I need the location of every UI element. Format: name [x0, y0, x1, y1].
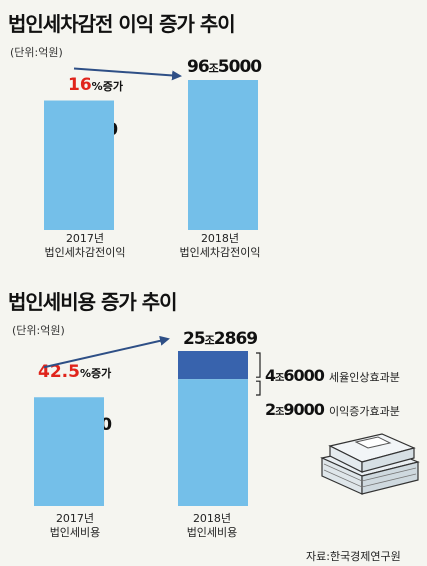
chart1-label-2018-name: 법인세차감전이익 — [179, 246, 261, 259]
chart2-segment-profit-name: 이익증가효과분 — [328, 405, 400, 418]
chart2-segment-profit-rest: 9000 — [283, 400, 325, 419]
chart1-value-2018-num: 96 — [187, 57, 210, 77]
chart2-segment-tax-rate-jo: 조 — [275, 373, 284, 384]
chart2-segment-tax-rate-name: 세율인상효과분 — [328, 371, 400, 384]
chart2-bracket-tax-rate — [256, 352, 261, 378]
source-credit: 자료:한국경제연구원 — [306, 550, 401, 563]
chart2-segment-tax-rate-value: 4조6000 — [265, 366, 325, 385]
chart2-segment-tax-rate-rest: 6000 — [283, 366, 325, 385]
chart1-unit: (단위:억원) — [10, 46, 63, 59]
chart1-increase-pct: 16 — [68, 75, 92, 95]
chart1-increase: 16%증가 — [68, 75, 123, 95]
chart2-segment-tax-rate: 4조6000 세율인상효과분 — [265, 366, 400, 385]
chart2-label-2017: 2017년 법인세비용 — [20, 512, 130, 540]
chart1-label-2017-year: 2017년 — [65, 232, 105, 245]
chart1-label-2017-name: 법인세차감전이익 — [44, 246, 126, 259]
chart2-bracket-profit — [256, 380, 261, 396]
chart1-value-2018: 96조5000 — [187, 57, 262, 77]
money-stack-icon — [320, 433, 420, 495]
chart2-increase-suffix: %증가 — [79, 367, 112, 380]
chart2-label-2018-name: 법인세비용 — [186, 526, 238, 539]
chart2-segment-profit-value: 2조9000 — [265, 400, 325, 419]
chart2-bar-2018-tax-rate-segment — [178, 351, 248, 380]
chart2-value-2018-rest: 2869 — [213, 329, 258, 349]
chart2-segment-profit-num: 2 — [265, 400, 276, 419]
chart1-label-2018-year: 2018년 — [200, 232, 240, 245]
chart2-segment-profit: 2조9000 이익증가효과분 — [265, 400, 400, 419]
chart1-bar-2018 — [188, 80, 258, 230]
chart1-increase-arrow — [73, 67, 182, 81]
chart2-segment-tax-rate-num: 4 — [265, 366, 276, 385]
chart1-label-2018: 2018년 법인세차감전이익 — [165, 232, 275, 260]
chart2-title: 법인세비용 증가 추이 — [8, 290, 178, 314]
chart2-increase-arrow — [43, 335, 170, 369]
chart2-bar-2018-base-segment — [178, 379, 248, 506]
chart2-segment-profit-jo: 조 — [275, 407, 284, 418]
chart2-value-2018-num: 25 — [183, 329, 206, 349]
chart2-label-2017-name: 법인세비용 — [49, 526, 101, 539]
chart1-title: 법인세차감전 이익 증가 추이 — [8, 12, 236, 36]
chart2-value-2018-jo: 조 — [204, 334, 215, 347]
chart2-value-2018: 25조2869 — [183, 329, 258, 349]
chart2-label-2018: 2018년 법인세비용 — [157, 512, 267, 540]
chart1-label-2017: 2017년 법인세차감전이익 — [30, 232, 140, 260]
chart1-bar-2017 — [44, 100, 114, 231]
chart1-increase-suffix: %증가 — [91, 80, 123, 93]
chart2-bar-2017 — [34, 397, 104, 506]
chart2-label-2017-year: 2017년 — [55, 512, 95, 525]
chart1-value-2018-jo: 조 — [208, 62, 219, 75]
chart2-label-2018-year: 2018년 — [192, 512, 232, 525]
chart2-unit: (단위:억원) — [12, 324, 65, 337]
chart1-value-2018-rest: 5000 — [217, 57, 262, 77]
